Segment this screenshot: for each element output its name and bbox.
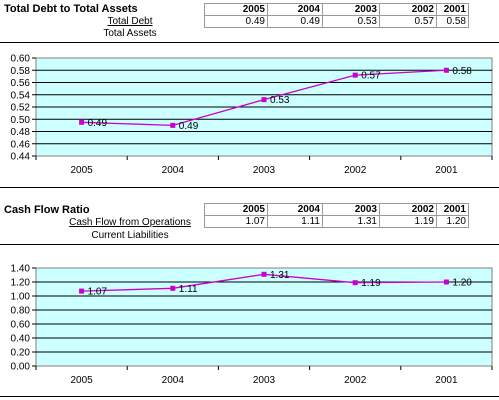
x-tick-label: 2002 bbox=[344, 375, 367, 386]
year-cell: 2002 bbox=[379, 203, 437, 216]
y-tick-label: 0.40 bbox=[11, 334, 31, 345]
year-cell: 2001 bbox=[436, 203, 469, 216]
y-tick-label: 0.00 bbox=[11, 362, 31, 373]
ratio-denominator: Total Assets bbox=[103, 28, 157, 39]
ratio-denominator: Current Liabilities bbox=[91, 230, 169, 241]
year-cell: 2004 bbox=[267, 3, 323, 16]
values-table: 2005 2004 2003 2002 2001 0.49 0.49 0.53 … bbox=[204, 3, 469, 28]
data-point bbox=[443, 279, 449, 285]
section-divider bbox=[0, 42, 499, 43]
value-cell: 0.57 bbox=[379, 15, 437, 28]
x-tick-label: 2005 bbox=[70, 375, 93, 386]
x-tick-label: 2004 bbox=[162, 165, 185, 176]
values-table: 2005 2004 2003 2002 2001 1.07 1.11 1.31 … bbox=[204, 203, 469, 228]
data-label: 0.53 bbox=[270, 95, 290, 106]
data-label: 1.07 bbox=[88, 287, 108, 298]
x-tick-label: 2004 bbox=[162, 375, 185, 386]
data-label: 1.31 bbox=[270, 270, 290, 281]
y-tick-label: 1.40 bbox=[11, 264, 31, 275]
data-label: 1.11 bbox=[179, 284, 198, 295]
y-tick-label: 0.44 bbox=[11, 152, 31, 163]
y-tick-label: 0.56 bbox=[11, 78, 31, 89]
year-cell: 2005 bbox=[204, 203, 268, 216]
y-tick-label: 0.48 bbox=[11, 127, 31, 138]
year-cell: 2005 bbox=[204, 3, 268, 16]
table-value-row: 0.49 0.49 0.53 0.57 0.58 bbox=[204, 15, 469, 28]
data-point bbox=[352, 280, 358, 286]
ratio-numerator: Cash Flow from Operations bbox=[69, 217, 191, 228]
section-divider bbox=[0, 187, 499, 188]
ratio-numerator: Total Debt bbox=[107, 16, 153, 27]
y-tick-label: 0.60 bbox=[11, 320, 31, 331]
data-label: 0.58 bbox=[452, 66, 472, 77]
plot-area bbox=[35, 267, 493, 367]
value-cell: 1.07 bbox=[204, 215, 268, 228]
data-point bbox=[170, 285, 176, 291]
x-tick-label: 2002 bbox=[344, 165, 367, 176]
year-cell: 2002 bbox=[379, 3, 437, 16]
y-tick-label: 0.46 bbox=[11, 139, 31, 150]
data-point bbox=[261, 271, 267, 277]
section-title: Total Debt to Total Assets bbox=[4, 3, 138, 15]
data-label: 0.49 bbox=[179, 121, 199, 132]
cash-flow-ratio-chart: 1.40 1.20 1.00 0.80 0.60 0.40 0.20 0.00 2005 2004… bbox=[11, 264, 493, 386]
y-tick-label: 1.00 bbox=[11, 292, 31, 303]
x-tick-label: 2001 bbox=[435, 165, 458, 176]
data-label: 0.49 bbox=[88, 118, 108, 129]
data-label: 1.20 bbox=[452, 278, 472, 289]
value-cell: 1.11 bbox=[267, 215, 323, 228]
table-header-row: 2005 2004 2003 2002 2001 bbox=[204, 203, 469, 216]
section-divider bbox=[0, 396, 499, 397]
table-value-row: 1.07 1.11 1.31 1.19 1.20 bbox=[204, 215, 469, 228]
year-cell: 2004 bbox=[267, 203, 323, 216]
debt-ratio-chart: 0.600.580.560.540.520.500.480.460.442005… bbox=[11, 54, 493, 176]
year-cell: 2003 bbox=[322, 3, 380, 16]
x-tick-label: 2005 bbox=[70, 165, 93, 176]
x-tick-label: 2003 bbox=[253, 375, 276, 386]
value-cell: 1.31 bbox=[322, 215, 380, 228]
data-point bbox=[79, 119, 85, 125]
x-tick-label: 2003 bbox=[253, 165, 276, 176]
value-cell: 0.58 bbox=[436, 15, 469, 28]
y-tick-label: 0.58 bbox=[11, 66, 31, 77]
value-cell: 1.20 bbox=[436, 215, 469, 228]
data-point bbox=[79, 288, 85, 294]
table-header-row: 2005 2004 2003 2002 2001 bbox=[204, 3, 469, 16]
data-label: 0.57 bbox=[361, 71, 381, 82]
data-point bbox=[170, 122, 176, 128]
value-cell: 0.53 bbox=[322, 15, 380, 28]
data-point bbox=[261, 97, 267, 103]
section-divider bbox=[0, 244, 499, 245]
data-label: 1.19 bbox=[361, 278, 381, 289]
value-cell: 0.49 bbox=[267, 15, 323, 28]
y-tick-label: 0.54 bbox=[11, 90, 31, 101]
year-cell: 2003 bbox=[322, 203, 380, 216]
value-cell: 0.49 bbox=[204, 15, 268, 28]
section-title: Cash Flow Ratio bbox=[4, 204, 90, 216]
data-point bbox=[352, 72, 358, 78]
y-tick-label: 0.20 bbox=[11, 348, 31, 359]
y-tick-label: 0.52 bbox=[11, 103, 31, 114]
y-tick-label: 0.50 bbox=[11, 115, 31, 126]
y-tick-label: 0.80 bbox=[11, 306, 31, 317]
data-point bbox=[443, 67, 449, 73]
x-tick-label: 2001 bbox=[435, 375, 458, 386]
year-cell: 2001 bbox=[436, 3, 469, 16]
y-tick-label: 0.60 bbox=[11, 54, 31, 65]
y-tick-label: 1.20 bbox=[11, 278, 31, 289]
value-cell: 1.19 bbox=[379, 215, 437, 228]
